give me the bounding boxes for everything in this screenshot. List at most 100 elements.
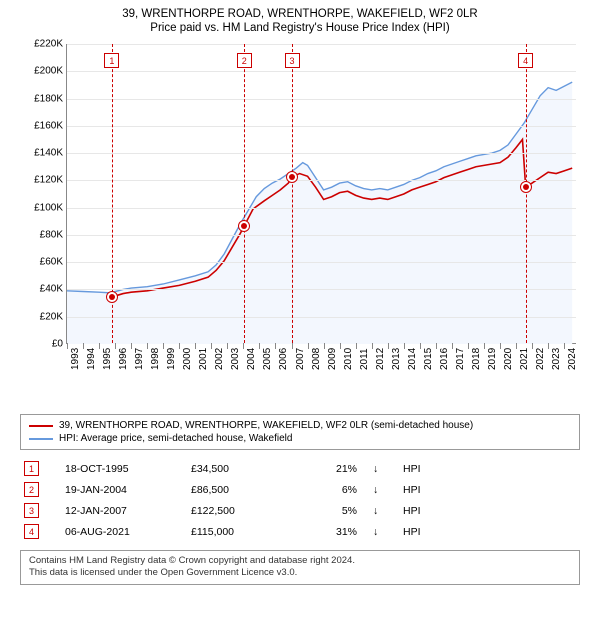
event-marker-dot xyxy=(109,294,115,300)
y-axis-label: £40K xyxy=(21,284,63,295)
x-axis-label: 2004 xyxy=(246,348,257,370)
event-date: 18-OCT-1995 xyxy=(65,463,175,475)
x-tick xyxy=(356,343,357,349)
x-tick xyxy=(516,343,517,349)
hpi-area-fill xyxy=(67,82,572,344)
y-axis-label: £100K xyxy=(21,202,63,213)
event-number-box: 4 xyxy=(518,53,533,68)
y-gridline xyxy=(67,208,576,209)
title-line-1: 39, WRENTHORPE ROAD, WRENTHORPE, WAKEFIE… xyxy=(10,8,590,20)
event-vline xyxy=(292,44,293,343)
y-axis-label: £80K xyxy=(21,229,63,240)
x-axis-label: 2019 xyxy=(487,348,498,370)
x-tick xyxy=(340,343,341,349)
chart-container: 39, WRENTHORPE ROAD, WRENTHORPE, WAKEFIE… xyxy=(0,0,600,593)
x-axis-label: 2016 xyxy=(439,348,450,370)
x-tick xyxy=(324,343,325,349)
y-gridline xyxy=(67,180,576,181)
x-axis-label: 2024 xyxy=(567,348,578,370)
event-vline xyxy=(244,44,245,343)
x-tick xyxy=(99,343,100,349)
plot-area: £0£20K£40K£60K£80K£100K£120K£140K£160K£1… xyxy=(66,44,576,344)
down-arrow-icon: ↓ xyxy=(373,505,387,517)
x-tick xyxy=(243,343,244,349)
x-axis-label: 1998 xyxy=(150,348,161,370)
x-tick xyxy=(227,343,228,349)
x-axis-label: 2021 xyxy=(519,348,530,370)
x-tick xyxy=(452,343,453,349)
x-axis-label: 1999 xyxy=(166,348,177,370)
event-row: 312-JAN-2007£122,5005%↓HPI xyxy=(20,500,580,521)
x-axis-label: 1995 xyxy=(102,348,113,370)
footer-line-2: This data is licensed under the Open Gov… xyxy=(29,567,571,579)
x-axis-label: 2011 xyxy=(359,348,370,370)
x-axis-label: 2022 xyxy=(535,348,546,370)
event-price: £115,000 xyxy=(191,526,281,538)
title-block: 39, WRENTHORPE ROAD, WRENTHORPE, WAKEFIE… xyxy=(10,8,590,34)
event-number-box: 3 xyxy=(285,53,300,68)
legend-row: HPI: Average price, semi-detached house,… xyxy=(29,432,571,445)
event-num-box: 2 xyxy=(24,482,39,497)
event-row: 118-OCT-1995£34,50021%↓HPI xyxy=(20,458,580,479)
chart-lines-svg xyxy=(67,44,576,343)
legend-label-property: 39, WRENTHORPE ROAD, WRENTHORPE, WAKEFIE… xyxy=(59,420,473,431)
x-axis-label: 2001 xyxy=(198,348,209,370)
event-marker-dot xyxy=(523,184,529,190)
legend-swatch-hpi xyxy=(29,438,53,440)
y-axis-label: £140K xyxy=(21,148,63,159)
y-gridline xyxy=(67,99,576,100)
x-axis-label: 2023 xyxy=(551,348,562,370)
event-price: £34,500 xyxy=(191,463,281,475)
y-axis-label: £180K xyxy=(21,93,63,104)
x-axis-label: 2015 xyxy=(423,348,434,370)
x-axis-label: 2013 xyxy=(391,348,402,370)
legend-swatch-property xyxy=(29,425,53,427)
x-axis-label: 2014 xyxy=(407,348,418,370)
events-table: 118-OCT-1995£34,50021%↓HPI219-JAN-2004£8… xyxy=(20,458,580,542)
y-axis-label: £200K xyxy=(21,66,63,77)
y-axis-label: £0 xyxy=(21,339,63,350)
x-tick xyxy=(259,343,260,349)
x-axis-label: 2000 xyxy=(182,348,193,370)
chart-wrap: £0£20K£40K£60K£80K£100K£120K£140K£160K£1… xyxy=(20,40,580,380)
x-axis-label: 2006 xyxy=(278,348,289,370)
x-tick xyxy=(211,343,212,349)
event-hpi-label: HPI xyxy=(403,484,433,496)
event-pct: 6% xyxy=(297,484,357,496)
title-line-2: Price paid vs. HM Land Registry's House … xyxy=(10,22,590,34)
footer-box: Contains HM Land Registry data © Crown c… xyxy=(20,550,580,585)
y-gridline xyxy=(67,126,576,127)
x-axis-label: 2020 xyxy=(503,348,514,370)
event-num-box: 4 xyxy=(24,524,39,539)
event-marker xyxy=(286,171,298,183)
x-tick xyxy=(532,343,533,349)
event-row: 219-JAN-2004£86,5006%↓HPI xyxy=(20,479,580,500)
x-axis-label: 2010 xyxy=(343,348,354,370)
y-gridline xyxy=(67,153,576,154)
event-pct: 31% xyxy=(297,526,357,538)
event-date: 06-AUG-2021 xyxy=(65,526,175,538)
legend-label-hpi: HPI: Average price, semi-detached house,… xyxy=(59,433,292,444)
y-gridline xyxy=(67,71,576,72)
x-axis-label: 1993 xyxy=(70,348,81,370)
x-axis-label: 2017 xyxy=(455,348,466,370)
x-tick xyxy=(468,343,469,349)
event-hpi-label: HPI xyxy=(403,526,433,538)
y-axis-label: £20K xyxy=(21,311,63,322)
event-price: £122,500 xyxy=(191,505,281,517)
x-axis-label: 2012 xyxy=(375,348,386,370)
x-tick xyxy=(436,343,437,349)
x-axis-label: 2005 xyxy=(262,348,273,370)
event-marker xyxy=(238,220,250,232)
y-axis-label: £60K xyxy=(21,257,63,268)
x-tick xyxy=(404,343,405,349)
event-marker xyxy=(106,291,118,303)
y-gridline xyxy=(67,317,576,318)
x-axis-label: 1994 xyxy=(86,348,97,370)
x-tick xyxy=(195,343,196,349)
y-gridline xyxy=(67,289,576,290)
x-tick xyxy=(388,343,389,349)
x-tick xyxy=(548,343,549,349)
y-axis-label: £160K xyxy=(21,120,63,131)
x-axis-label: 2009 xyxy=(327,348,338,370)
